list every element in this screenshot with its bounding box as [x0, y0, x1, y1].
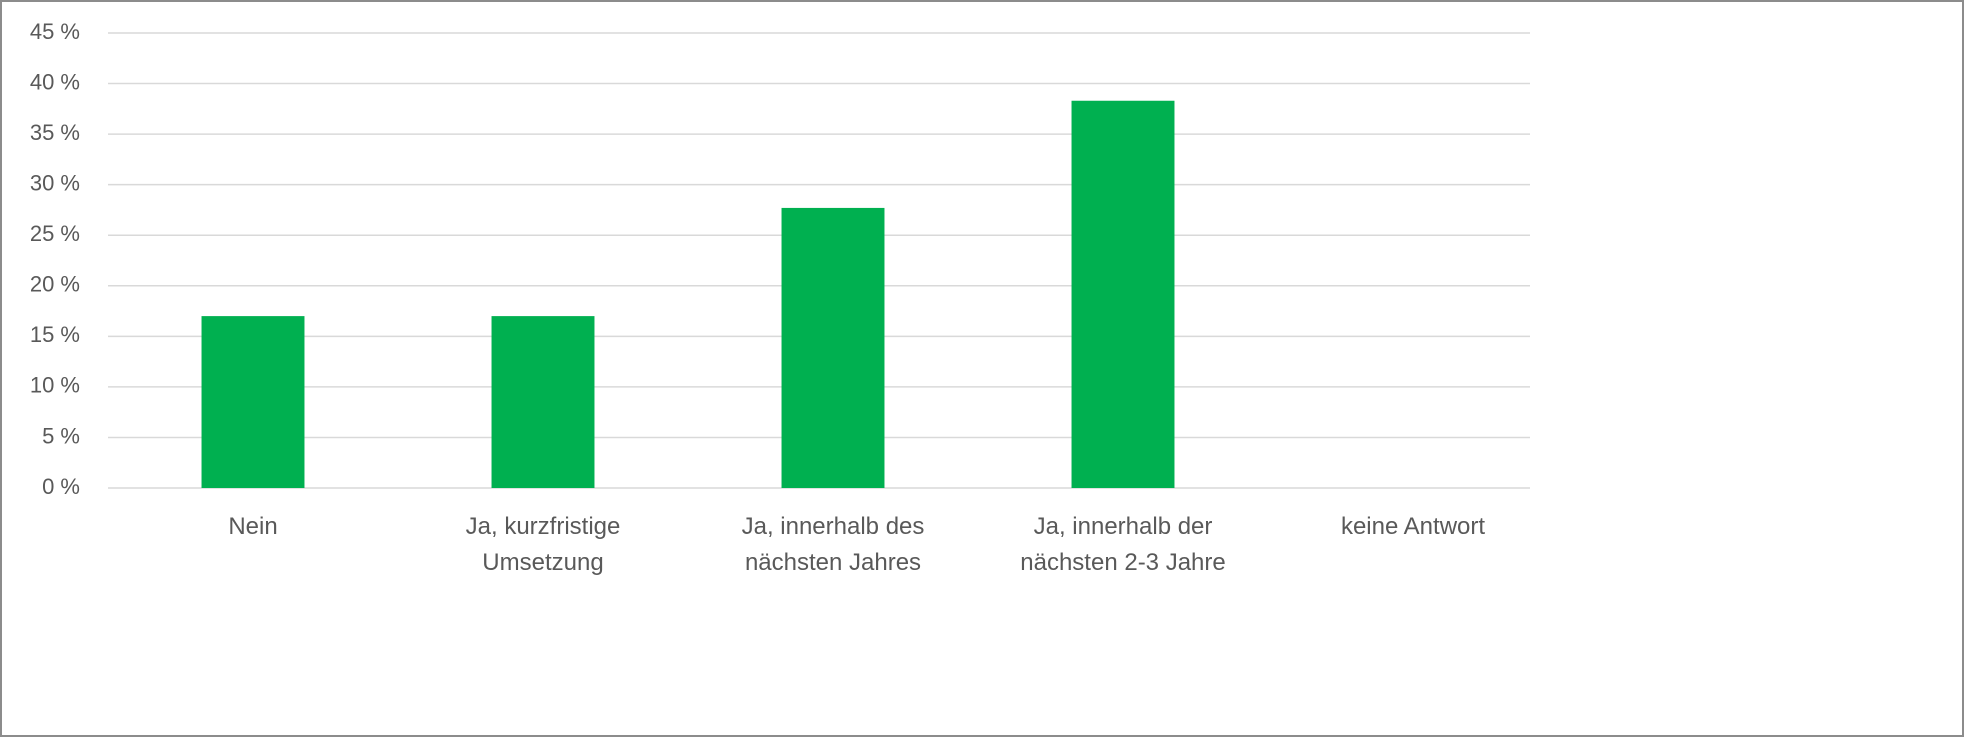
bar [781, 207, 885, 488]
x-tick-label: Ja, kurzfristige Umsetzung [465, 513, 621, 576]
y-tick-label: 20 % [30, 272, 80, 297]
bar [201, 316, 305, 488]
x-tick-label: Ja, innerhalb der nächsten 2-3 Jahre [1020, 513, 1226, 576]
y-tick-label: 25 % [30, 221, 80, 246]
y-tick-label: 15 % [30, 322, 80, 347]
y-tick-label: 30 % [30, 170, 80, 195]
y-tick-label: 40 % [30, 69, 80, 94]
x-tick-label: Nein [228, 513, 278, 540]
y-tick-label: 10 % [30, 373, 80, 398]
bar [491, 316, 595, 488]
bar [1071, 100, 1175, 488]
y-tick-label: 5 % [42, 423, 80, 448]
y-tick-label: 0 % [42, 474, 80, 499]
x-tick-label: keine Antwort [1340, 513, 1486, 540]
y-tick-label: 45 % [30, 19, 80, 44]
x-tick-label: Ja, innerhalb des nächsten Jahres [741, 513, 925, 576]
y-tick-label: 35 % [30, 120, 80, 145]
